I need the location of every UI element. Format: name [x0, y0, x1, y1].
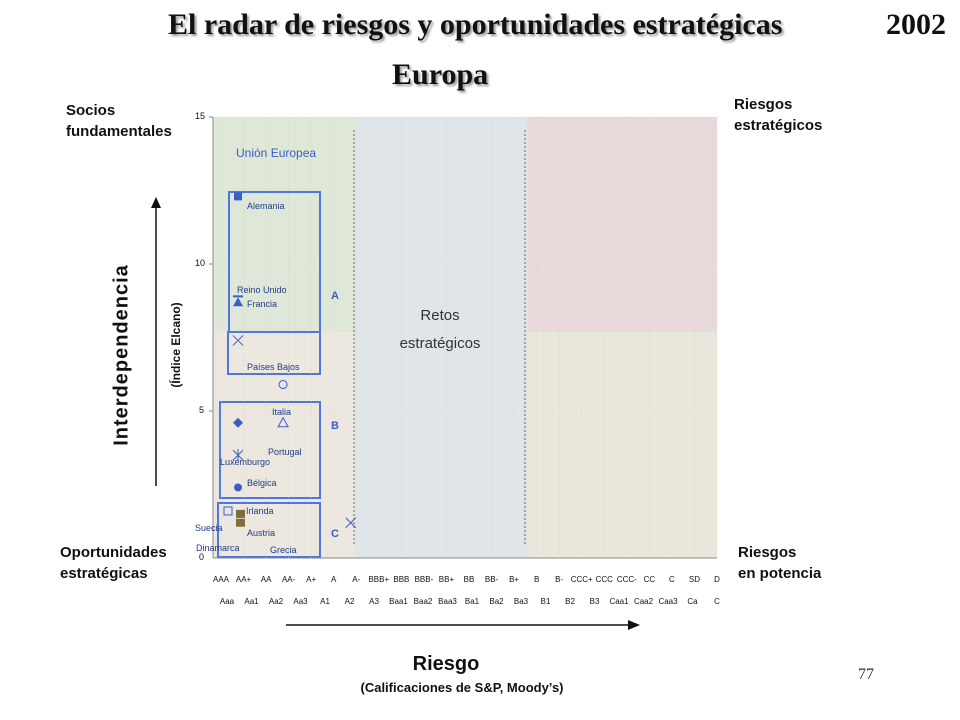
- region-riesgos-potencia: [527, 332, 717, 558]
- x-tick-label-moodys: Baa2: [414, 597, 433, 606]
- x-tick-label-moodys: Caa3: [658, 597, 677, 606]
- y-tick-label: 5: [199, 405, 204, 415]
- marker-irlanda: [234, 483, 242, 491]
- point-label-francia: Francia: [247, 299, 277, 309]
- point-label-reino-unido: Reino Unido: [237, 285, 287, 295]
- x-tick-label-moodys: Ba3: [514, 597, 528, 606]
- x-tick-label-moodys: A3: [369, 597, 379, 606]
- region-riesgos-estrategicos: [527, 117, 717, 332]
- x-tick-label-sp: AA: [261, 575, 272, 584]
- x-tick-label-sp: D: [714, 575, 720, 584]
- x-tick-label-sp: CCC+: [571, 575, 593, 584]
- x-tick-label-moodys: Aa3: [293, 597, 307, 606]
- x-tick-label-sp: A+: [306, 575, 316, 584]
- x-tick-label-moodys: B2: [565, 597, 575, 606]
- group-label-b: B: [331, 420, 339, 432]
- x-tick-label-sp: B: [534, 575, 539, 584]
- x-tick-label-moodys: Ba1: [465, 597, 479, 606]
- group-label-c: C: [331, 528, 339, 540]
- x-tick-label-sp: AA+: [236, 575, 251, 584]
- x-tick-label-sp: BB+: [439, 575, 454, 584]
- y-tick-label: 0: [199, 552, 204, 562]
- point-label-grecia: Grecia: [270, 545, 297, 555]
- y-tick-label: 15: [195, 111, 205, 121]
- group-label-a: A: [331, 290, 339, 302]
- x-tick-label-sp: AAA: [213, 575, 229, 584]
- x-tick-label-moodys: B1: [541, 597, 551, 606]
- x-tick-label-moodys: Baa1: [389, 597, 408, 606]
- point-label-belgica: Bélgica: [247, 478, 277, 488]
- y-tick-label: 10: [195, 258, 205, 268]
- marker-alemania: [234, 192, 242, 200]
- x-tick-label-moodys: A2: [345, 597, 355, 606]
- x-tick-label-moodys: C: [714, 597, 720, 606]
- x-tick-label-sp: C: [669, 575, 675, 584]
- x-tick-label-sp: A-: [352, 575, 360, 584]
- x-tick-label-sp: BB: [464, 575, 475, 584]
- x-tick-label-sp: BBB-: [415, 575, 434, 584]
- point-label-alemania: Alemania: [247, 201, 285, 211]
- x-tick-label-sp: BBB+: [368, 575, 389, 584]
- region-label-union-europea: Unión Europea: [236, 146, 316, 160]
- x-tick-label-moodys: Caa1: [609, 597, 628, 606]
- x-tick-label-moodys: Caa2: [634, 597, 653, 606]
- x-tick-label-moodys: B3: [590, 597, 600, 606]
- point-label-dinamarca: Dinamarca: [196, 543, 240, 553]
- x-tick-label-moodys: Ca: [687, 597, 697, 606]
- marker-austria: [236, 510, 245, 518]
- x-tick-label-sp: BB-: [485, 575, 498, 584]
- point-label-paises-bajos: Países Bajos: [247, 362, 300, 372]
- x-tick-label-sp: AA-: [282, 575, 295, 584]
- x-tick-label-moodys: Baa3: [438, 597, 457, 606]
- x-tick-label-sp: A: [331, 575, 336, 584]
- point-label-irlanda: Irlanda: [246, 506, 274, 516]
- x-tick-label-sp: CCC: [596, 575, 613, 584]
- x-tick-label-moodys: Ba2: [489, 597, 503, 606]
- x-tick-label-sp: CCC-: [617, 575, 637, 584]
- x-tick-label-sp: B+: [509, 575, 519, 584]
- x-tick-label-sp: SD: [689, 575, 700, 584]
- point-label-portugal: Portugal: [268, 447, 302, 457]
- x-tick-label-sp: B-: [555, 575, 563, 584]
- marker-dinamarca: [236, 519, 245, 527]
- point-label-italia: Italia: [272, 407, 291, 417]
- x-tick-label-moodys: Aaa: [220, 597, 234, 606]
- x-tick-label-moodys: Aa2: [269, 597, 283, 606]
- x-tick-label-sp: CC: [644, 575, 656, 584]
- x-tick-label-moodys: Aa1: [244, 597, 258, 606]
- region-label-retos: Retos estratégicos: [380, 302, 500, 358]
- x-tick-label-sp: BBB: [393, 575, 409, 584]
- point-label-austria: Austria: [247, 528, 275, 538]
- x-tick-label-moodys: A1: [320, 597, 330, 606]
- point-label-suecia: Suecia: [195, 523, 223, 533]
- point-label-luxemburgo: Luxemburgo: [220, 457, 270, 467]
